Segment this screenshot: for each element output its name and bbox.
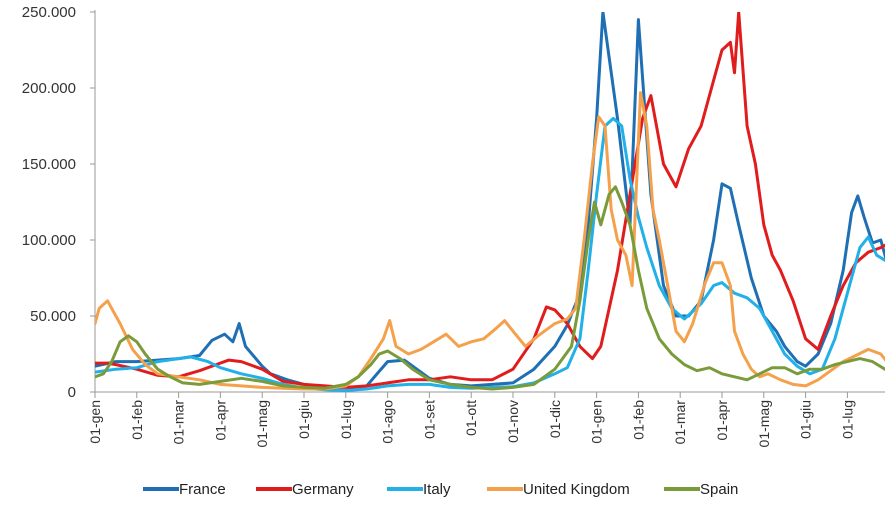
x-tick-label: 01-gen xyxy=(589,400,605,444)
x-tick-label: 01-apr xyxy=(212,400,228,441)
x-tick-label: 01-lug xyxy=(839,400,855,439)
y-tick-label: 250.000 xyxy=(22,4,76,21)
x-tick-label: 01-feb xyxy=(630,400,646,440)
x-tick-label: 01-set xyxy=(421,400,437,439)
series-line-spain xyxy=(95,185,885,391)
x-tick-label: 01-apr xyxy=(714,400,730,441)
x-tick-label: 01-lug xyxy=(338,400,354,439)
series-line-germany xyxy=(95,12,885,389)
x-tick-label: 01-mar xyxy=(672,400,688,445)
x-tick-label: 01-mar xyxy=(171,400,187,445)
series-line-italy xyxy=(95,116,885,392)
series-lines xyxy=(95,12,885,392)
x-tick-label: 01-giu xyxy=(798,400,814,439)
x-tick-label: 01-dic xyxy=(547,400,563,438)
series-line-united-kingdom xyxy=(95,91,885,391)
x-tick-label: 01-mag xyxy=(254,400,270,447)
y-axis: 0 50.000 100.000 150.000 200.000 250.000 xyxy=(22,4,96,401)
legend-label: France xyxy=(179,481,226,498)
x-tick-label: 01-ott xyxy=(463,400,479,436)
x-tick-label: 01-gen xyxy=(87,400,103,444)
y-tick-label: 50.000 xyxy=(30,308,76,325)
y-tick-label: 200.000 xyxy=(22,80,76,97)
x-tick-label: 01-giu xyxy=(296,400,312,439)
x-tick-label: 01-feb xyxy=(129,400,145,440)
x-tick-label: 01-ago xyxy=(380,400,396,444)
legend-label: United Kingdom xyxy=(523,481,630,498)
legend-label: Italy xyxy=(423,481,451,498)
x-axis: 01-gen 01-feb 01-mar 01-apr 01-mag 01-giu 01-l… xyxy=(87,391,885,447)
y-tick-label: 0 xyxy=(68,384,76,401)
y-tick-label: 150.000 xyxy=(22,156,76,173)
legend: France Germany Italy United Kingdom Spain xyxy=(143,481,738,498)
y-tick-label: 100.000 xyxy=(22,232,76,249)
x-tick-label: 01-nov xyxy=(505,400,521,443)
legend-label: Germany xyxy=(292,481,354,498)
legend-label: Spain xyxy=(700,481,738,498)
x-tick-label: 01-mag xyxy=(756,400,772,447)
